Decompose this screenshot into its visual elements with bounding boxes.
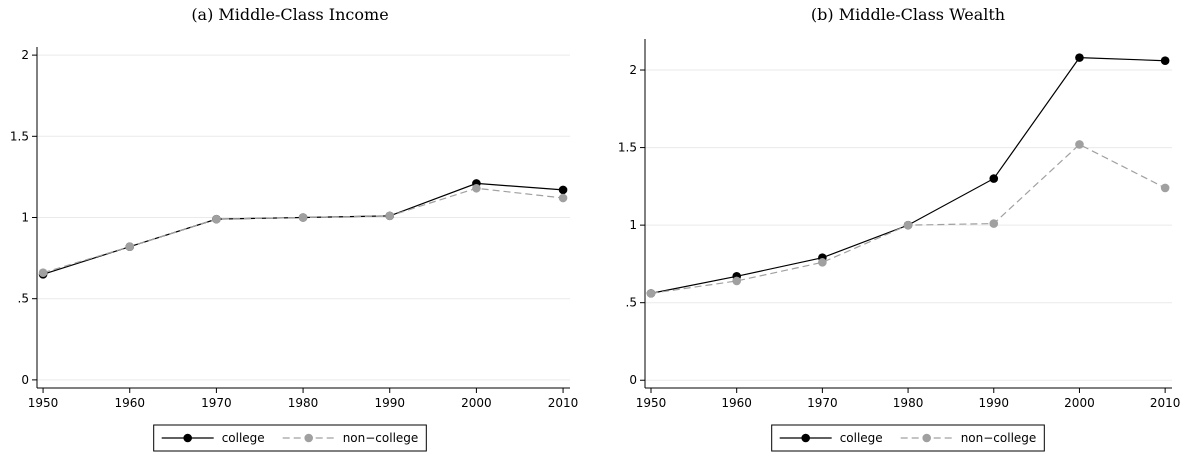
data-point	[558, 185, 568, 195]
x-tick-label: 1970	[807, 396, 838, 410]
legend-item: college	[779, 431, 883, 445]
legend-marker	[922, 433, 931, 443]
x-tick-label: 2010	[1150, 396, 1181, 410]
legend-label: non−college	[343, 431, 419, 445]
legend-marker	[183, 433, 192, 443]
legend: college non−college	[153, 424, 427, 452]
x-tick-label: 1980	[288, 396, 319, 410]
chart-panel: (b) Middle-Class Wealth 0 .5 1 1.5 2 1950 1960 1…	[618, 5, 1181, 452]
series-line	[650, 56, 1166, 294]
y-tick-label: 1.5	[618, 141, 637, 155]
x-tick-label: 1990	[978, 396, 1009, 410]
data-point	[212, 214, 221, 224]
legend-marker	[304, 433, 313, 443]
x-tick-label: 1990	[374, 396, 405, 410]
data-point	[125, 242, 135, 252]
data-point	[1075, 140, 1084, 149]
x-tick-label: 2000	[1064, 396, 1095, 410]
x-tick-label: 1960	[114, 396, 145, 410]
data-point	[646, 289, 656, 298]
legend-label: college	[222, 431, 265, 445]
y-tick-label: .5	[626, 296, 637, 310]
x-tick-label: 1960	[721, 396, 752, 410]
series-line	[650, 143, 1166, 294]
y-tick-label: 1	[21, 211, 29, 225]
chart-panel: (a) Middle-Class Income 0 .5 1 1.5 2 1950 1960 1…	[10, 5, 579, 452]
data-point	[558, 193, 568, 203]
x-tick-label: 2010	[548, 396, 579, 410]
legend: college non−college	[771, 424, 1045, 452]
data-point	[1160, 183, 1170, 193]
x-tick-label: 1950	[28, 396, 59, 410]
data-point	[472, 183, 481, 193]
data-point	[1075, 53, 1084, 62]
data-point	[989, 219, 999, 228]
chart-title: (a) Middle-Class Income	[191, 5, 388, 24]
x-tick-label: 1980	[893, 396, 924, 410]
series-line	[42, 182, 564, 275]
y-tick-label: .5	[18, 292, 29, 306]
legend-item: college	[161, 431, 265, 445]
legend-box	[771, 424, 1045, 452]
legend-marker	[801, 433, 810, 443]
legend-label: college	[840, 431, 883, 445]
legend-label: non−college	[961, 431, 1037, 445]
data-point	[732, 276, 741, 286]
y-tick-label: 2	[629, 63, 637, 77]
x-tick-label: 1950	[636, 396, 667, 410]
data-point	[818, 258, 827, 267]
legend-item: non−college	[282, 431, 419, 445]
chart-title: (b) Middle-Class Wealth	[811, 5, 1005, 24]
series-line	[42, 187, 564, 274]
data-point	[1160, 56, 1170, 66]
data-point	[989, 174, 999, 183]
data-point	[385, 211, 395, 221]
data-point	[903, 220, 913, 230]
y-tick-label: 1	[629, 218, 637, 232]
data-point	[298, 213, 308, 222]
data-point	[38, 268, 48, 278]
y-tick-label: 1.5	[10, 129, 29, 143]
y-tick-label: 0	[629, 373, 637, 387]
y-tick-label: 2	[21, 48, 29, 62]
x-tick-label: 2000	[461, 396, 492, 410]
y-tick-label: 0	[21, 373, 29, 387]
x-tick-label: 1970	[201, 396, 232, 410]
legend-item: non−college	[900, 431, 1037, 445]
